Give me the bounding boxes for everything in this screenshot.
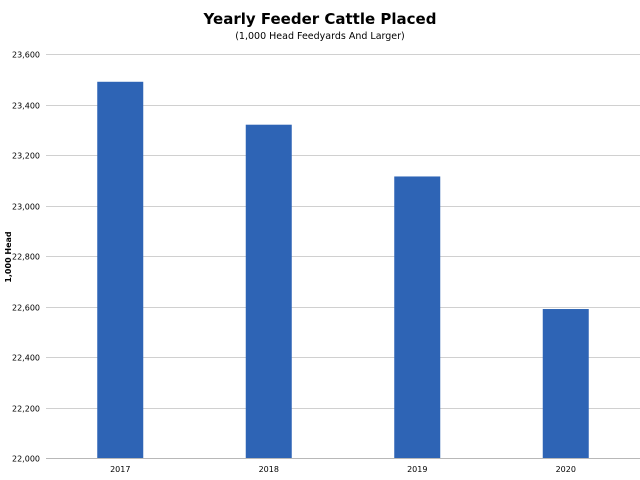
x-tick-label: 2017 xyxy=(110,465,130,474)
y-tick-label: 22,000 xyxy=(12,455,40,464)
bar-2020 xyxy=(542,309,589,458)
y-tick-label: 23,400 xyxy=(12,102,40,111)
y-tick-label: 23,000 xyxy=(12,203,40,212)
x-axis-tick-labels: 2017 2018 2019 2020 xyxy=(110,465,576,474)
bar-2017 xyxy=(97,81,144,459)
y-tick-label: 22,800 xyxy=(12,253,40,262)
bar-2018 xyxy=(245,124,292,458)
y-tick-label: 22,200 xyxy=(12,405,40,414)
x-tick-label: 2018 xyxy=(259,465,279,474)
y-tick-label: 23,600 xyxy=(12,51,40,60)
x-tick-label: 2020 xyxy=(556,465,576,474)
y-tick-label: 23,200 xyxy=(12,152,40,161)
bars xyxy=(97,81,589,459)
gridlines xyxy=(46,54,640,459)
chart-subtitle: (1,000 Head Feedyards And Larger) xyxy=(235,31,405,42)
y-axis-label: 1,000 Head xyxy=(4,231,13,283)
y-tick-label: 22,600 xyxy=(12,304,40,313)
y-axis-tick-labels: 22,000 22,200 22,400 22,600 22,800 23,000 23,2… xyxy=(12,51,40,464)
x-tick-label: 2019 xyxy=(407,465,427,474)
chart-title: Yearly Feeder Cattle Placed xyxy=(203,10,437,28)
bar-2019 xyxy=(394,176,441,458)
y-tick-label: 22,400 xyxy=(12,354,40,363)
